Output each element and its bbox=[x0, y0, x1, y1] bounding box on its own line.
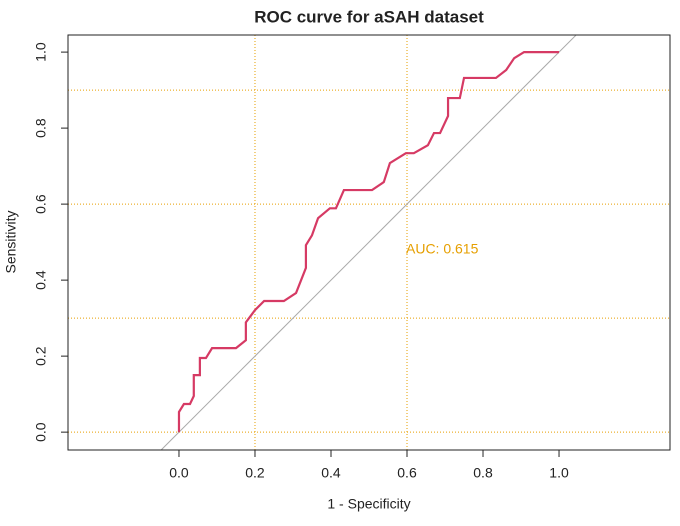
x-tick-label: 0.6 bbox=[397, 465, 417, 481]
y-tick-label: 1.0 bbox=[33, 42, 49, 62]
y-tick-label: 0.6 bbox=[33, 194, 49, 214]
auc-annotation: AUC: 0.615 bbox=[406, 241, 479, 257]
x-tick-label: 0.4 bbox=[321, 465, 341, 481]
y-tick-label: 0.4 bbox=[33, 270, 49, 290]
x-axis-label: 1 - Specificity bbox=[327, 496, 410, 512]
y-axis-label: Sensitivity bbox=[3, 210, 19, 273]
y-tick-label: 0.0 bbox=[33, 422, 49, 442]
x-tick-label: 0.2 bbox=[245, 465, 265, 481]
x-tick-label: 0.0 bbox=[169, 465, 189, 481]
y-tick-label: 0.2 bbox=[33, 346, 49, 366]
roc-line bbox=[177, 51, 560, 433]
x-tick-label: 0.8 bbox=[473, 465, 493, 481]
y-tick-label: 0.8 bbox=[33, 118, 49, 138]
chart-title: ROC curve for aSAH dataset bbox=[254, 7, 484, 26]
diagonal bbox=[160, 34, 577, 451]
x-tick-label: 1.0 bbox=[549, 465, 569, 481]
